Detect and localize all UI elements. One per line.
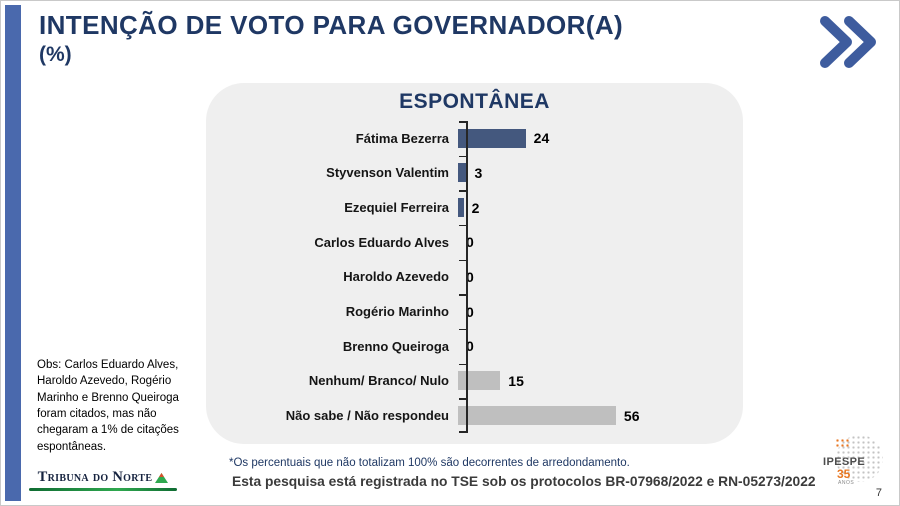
bar-area: 2 (458, 190, 743, 225)
bar (458, 163, 467, 183)
tse-registration-note: Esta pesquisa está registrada no TSE sob… (232, 474, 816, 489)
axis-tick (459, 259, 466, 262)
ipespe-badge-35: 35 (837, 467, 851, 481)
bar-value-label: 3 (474, 164, 483, 181)
ipespe-badge-anos: ANOS (838, 480, 855, 486)
page-number: 7 (875, 487, 882, 499)
bar (458, 406, 616, 426)
axis-tick (459, 155, 466, 158)
tribuna-logo-rule (29, 488, 177, 491)
category-label: Styvenson Valentim (326, 165, 449, 181)
tribuna-do-norte-logo: Tribuna do Norte (29, 469, 177, 491)
category-label: Fátima Bezerra (355, 130, 449, 146)
chart-card: ESPONTÂNEA Fátima Bezerra 24 Styvenson Val… (206, 83, 743, 444)
category-label: Nenhum/ Branco/ Nulo (308, 373, 449, 389)
bar-area: 0 (458, 294, 743, 329)
chart-row: Fátima Bezerra 24 (206, 121, 743, 156)
globe-orange-dots (835, 438, 851, 449)
observation-note: Obs: Carlos Eduardo Alves, Haroldo Azeve… (37, 359, 179, 453)
bar-value-label: 0 (466, 303, 474, 320)
axis-tick (459, 224, 466, 227)
double-chevron-right-icon (817, 11, 877, 73)
category-label: Não sabe / Não respondeu (285, 408, 449, 424)
bar-area: 0 (458, 260, 743, 295)
axis-tick (459, 121, 466, 123)
bar-value-label: 0 (466, 234, 474, 251)
category-label: Carlos Eduardo Alves (314, 234, 449, 250)
chart-row: Brenno Queiroga 0 (206, 329, 743, 364)
axis-tick (459, 328, 466, 331)
axis-tick (459, 294, 466, 296)
bar-area: 56 (458, 398, 743, 433)
bar-value-label: 24 (533, 130, 550, 147)
header: INTENÇÃO DE VOTO PARA GOVERNADOR(A) (%) (39, 11, 623, 67)
bar (458, 371, 501, 391)
bar-area: 3 (458, 156, 743, 191)
category-label: Haroldo Azevedo (343, 269, 449, 285)
axis-tick (459, 190, 466, 192)
chart-row: Haroldo Azevedo 0 (206, 260, 743, 295)
bar-area: 15 (458, 364, 743, 399)
bar (458, 128, 526, 148)
chart-axis (466, 121, 468, 433)
bar-value-label: 2 (471, 199, 480, 216)
axis-tick (459, 363, 466, 366)
bar-area: 0 (458, 225, 743, 260)
ipespe-logo: IPESPE 35 ANOS (821, 435, 885, 493)
bar-value-label: 0 (466, 338, 474, 355)
chart-row: Nenhum/ Branco/ Nulo 15 (206, 364, 743, 399)
chart-row: Carlos Eduardo Alves 0 (206, 225, 743, 260)
bar-value-label: 56 (623, 407, 640, 424)
bar-area: 24 (458, 121, 743, 156)
bar-value-label: 15 (508, 372, 524, 389)
left-accent-bar (5, 5, 21, 501)
chart-rows: Fátima Bezerra 24 Styvenson Valentim 3 Ezequ… (206, 121, 743, 433)
bar-chart: Fátima Bezerra 24 Styvenson Valentim 3 Ezequ… (206, 121, 743, 433)
tribuna-logo-text: Tribuna do Norte (37, 469, 153, 485)
chart-row: Styvenson Valentim 3 (206, 156, 743, 191)
axis-tick (459, 431, 466, 433)
axis-tick (459, 398, 466, 400)
category-label: Ezequiel Ferreira (344, 200, 449, 216)
chart-row: Rogério Marinho 0 (206, 294, 743, 329)
bar (458, 198, 464, 218)
bar-area: 0 (458, 329, 743, 364)
page-title: INTENÇÃO DE VOTO PARA GOVERNADOR(A) (39, 10, 624, 40)
bar-value-label: 0 (466, 268, 474, 285)
chart-row: Não sabe / Não respondeu 56 (206, 398, 743, 433)
ipespe-logo-text: IPESPE (823, 456, 866, 468)
chart-row: Ezequiel Ferreira 2 (206, 190, 743, 225)
rounding-footnote: *Os percentuais que não totalizam 100% s… (229, 457, 630, 469)
chart-title: ESPONTÂNEA (399, 90, 550, 113)
category-label: Brenno Queiroga (342, 338, 449, 354)
category-label: Rogério Marinho (345, 304, 449, 320)
page-subtitle: (%) (39, 42, 72, 66)
mountain-triangle-icon (155, 472, 169, 483)
